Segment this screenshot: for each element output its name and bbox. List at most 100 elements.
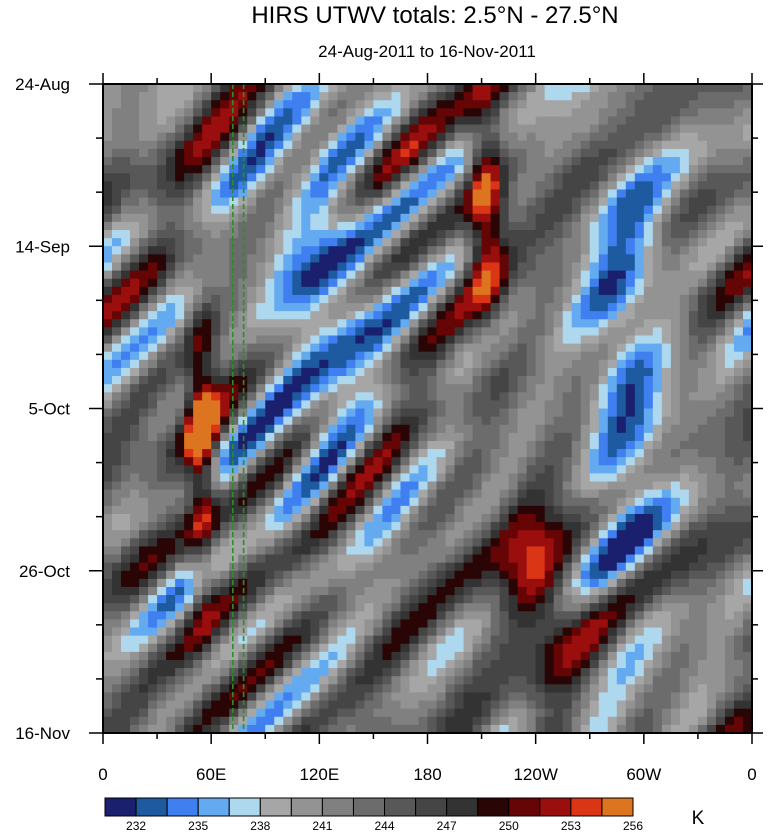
field-cell: [517, 238, 528, 247]
field-cell: [355, 481, 365, 491]
field-cell: [283, 473, 293, 483]
field-cell: [130, 335, 140, 345]
field-cell: [328, 189, 338, 199]
field-cell: [490, 554, 501, 564]
field-cell: [328, 635, 338, 645]
field-cell: [571, 457, 582, 466]
field-cell: [598, 570, 609, 580]
field-cell: [400, 489, 411, 499]
field-cell: [526, 246, 537, 255]
field-cell: [229, 270, 239, 280]
field-cell: [391, 440, 402, 450]
field-cell: [526, 205, 537, 215]
field-cell: [265, 530, 275, 539]
field-cell: [121, 489, 131, 499]
field-cell: [346, 124, 356, 134]
field-cell: [643, 554, 654, 564]
field-cell: [427, 173, 438, 182]
field-cell: [517, 513, 528, 523]
field-cell: [148, 440, 158, 450]
field-cell: [598, 213, 609, 223]
field-cell: [166, 505, 176, 515]
field-cell: [490, 165, 501, 174]
field-cell: [292, 92, 302, 101]
field-cell: [400, 213, 411, 223]
field-cell: [337, 367, 347, 377]
field-cell: [436, 92, 447, 101]
field-cell: [157, 570, 167, 580]
field-cell: [526, 473, 537, 483]
field-cell: [418, 359, 429, 369]
field-cell: [157, 473, 167, 483]
field-cell: [175, 92, 185, 101]
field-cell: [670, 481, 681, 491]
field-cell: [508, 181, 519, 191]
field-cell: [364, 562, 375, 572]
field-cell: [598, 92, 609, 101]
field-cell: [679, 270, 690, 280]
field-cell: [175, 238, 185, 247]
field-cell: [229, 124, 239, 134]
field-cell: [310, 303, 320, 312]
field-cell: [274, 116, 284, 126]
field-cell: [562, 457, 573, 466]
field-cell: [301, 392, 311, 401]
field-cell: [724, 148, 735, 158]
field-cell: [148, 522, 158, 531]
field-cell: [130, 197, 140, 207]
field-cell: [193, 603, 203, 612]
field-cell: [256, 497, 266, 507]
field-cell: [499, 440, 510, 450]
field-cell: [202, 189, 212, 199]
field-cell: [670, 205, 681, 215]
field-cell: [463, 116, 474, 126]
field-cell: [391, 254, 402, 264]
field-cell: [697, 230, 708, 239]
field-cell: [301, 262, 311, 272]
field-cell: [562, 303, 573, 312]
field-cell: [112, 181, 122, 191]
field-cell: [688, 424, 699, 434]
field-cell: [148, 189, 158, 199]
field-cell: [715, 440, 726, 450]
field-cell: [310, 635, 320, 645]
field-cell: [643, 497, 654, 507]
field-cell: [490, 286, 501, 296]
field-cell: [301, 157, 311, 166]
field-cell: [166, 303, 176, 312]
field-cell: [310, 392, 320, 401]
field-cell: [643, 173, 654, 182]
field-cell: [517, 635, 528, 645]
field-cell: [688, 270, 699, 280]
field-cell: [265, 522, 275, 531]
field-cell: [499, 562, 510, 572]
field-cell: [589, 627, 600, 637]
field-cell: [715, 513, 726, 523]
field-cell: [184, 546, 194, 556]
field-cell: [679, 408, 690, 418]
field-cell: [688, 522, 699, 531]
field-cell: [139, 173, 149, 182]
field-cell: [373, 173, 384, 182]
field-cell: [229, 246, 239, 255]
field-cell: [598, 457, 609, 466]
field-cell: [139, 116, 149, 126]
field-cell: [175, 432, 185, 442]
field-cell: [589, 286, 600, 296]
field-cell: [670, 343, 681, 353]
field-cell: [112, 465, 122, 474]
field-cell: [643, 294, 654, 304]
field-cell: [409, 108, 420, 118]
field-cell: [643, 124, 654, 134]
field-cell: [265, 84, 275, 93]
field-cell: [634, 546, 645, 556]
field-cell: [139, 108, 149, 118]
field-cell: [220, 578, 230, 588]
field-cell: [643, 449, 654, 458]
field-cell: [553, 440, 564, 450]
field-cell: [706, 505, 717, 515]
field-cell: [706, 603, 717, 612]
field-cell: [688, 359, 699, 369]
field-cell: [157, 465, 167, 474]
field-cell: [139, 554, 149, 564]
